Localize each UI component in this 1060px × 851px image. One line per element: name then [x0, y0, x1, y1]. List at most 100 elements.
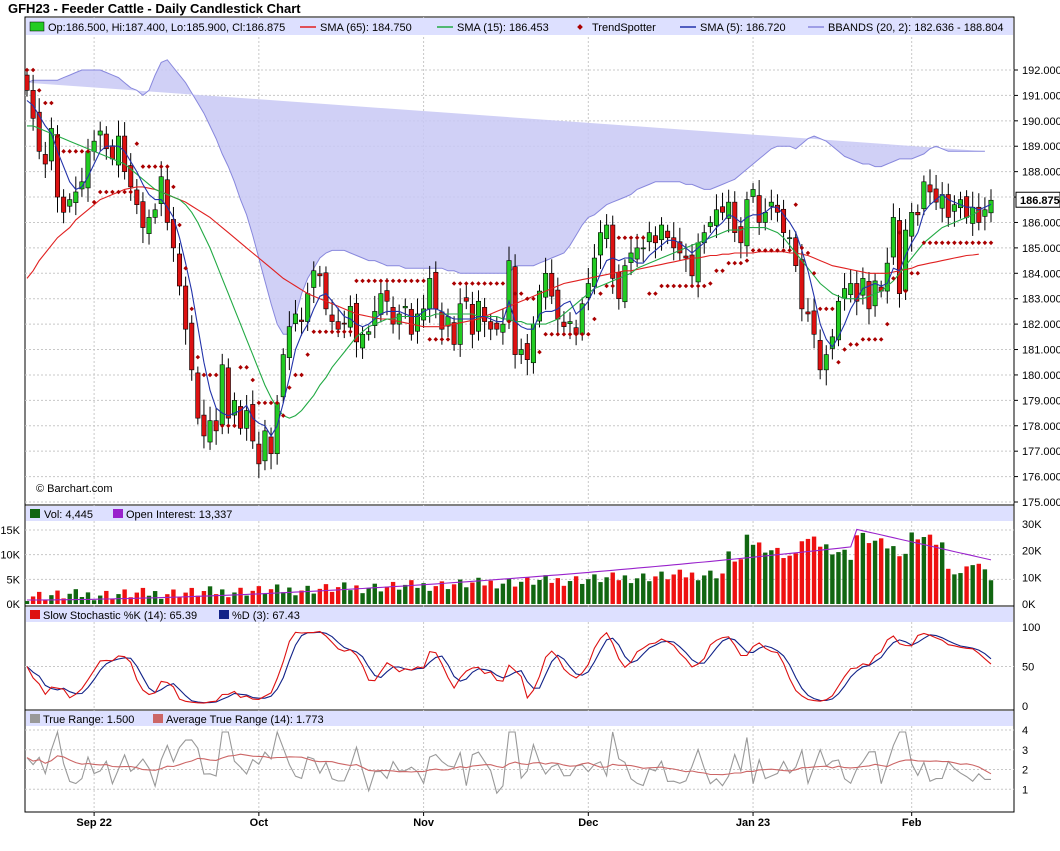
trendspotter-dot: [232, 423, 237, 429]
ytick-label: 175.000: [1022, 497, 1060, 509]
stoch-ytick: 0: [1022, 701, 1028, 713]
trendspotter-dot: [476, 281, 481, 286]
watermark: © Barchart.com: [36, 483, 113, 495]
ytick-label: 181.000: [1022, 345, 1060, 357]
candle: [622, 265, 628, 303]
volume-bar: [860, 532, 866, 604]
volume-bar: [305, 585, 310, 604]
candle: [524, 343, 530, 360]
stoch-ytick: 100: [1022, 622, 1040, 634]
vol-ytick-right: 30K: [1022, 519, 1042, 531]
volume-bar: [732, 561, 737, 604]
volume-bar: [903, 553, 908, 604]
candle: [518, 349, 524, 355]
trendspotter-dot: [500, 281, 506, 286]
candle: [555, 289, 561, 320]
trendspotter-dot: [561, 332, 567, 337]
sma65-line: [26, 186, 979, 328]
candle: [378, 293, 384, 315]
trendspotter-dot: [830, 306, 835, 312]
volume-bar: [872, 540, 878, 604]
trendspotter-dot: [366, 278, 371, 284]
chart-title: GFH23 - Feeder Cattle - Daily Candlestic…: [8, 1, 301, 16]
trendspotter-dot: [586, 332, 591, 337]
candle: [335, 321, 341, 330]
volume-bar: [817, 546, 823, 604]
candle: [67, 199, 73, 207]
trendspotter-dot: [647, 291, 652, 296]
trendspotter-dot: [567, 332, 573, 337]
trendspotter-dot: [506, 319, 512, 324]
candle: [366, 331, 372, 335]
volume-bar: [421, 583, 426, 604]
candle: [24, 74, 30, 91]
volume-panel: [24, 528, 1014, 604]
candle: [933, 188, 939, 203]
volume-bar: [647, 581, 652, 604]
volume-bar: [409, 580, 414, 604]
trendspotter-dot: [518, 291, 524, 296]
volume-bar: [482, 585, 487, 604]
candle: [726, 201, 732, 219]
candle: [244, 410, 250, 429]
axes: 175.000 176.000 177.000 178.000 179.000 180.0…: [0, 65, 1060, 829]
volume-bar: [622, 575, 628, 604]
volume-bar: [714, 578, 719, 604]
volume-bar: [85, 592, 91, 604]
volume-bar: [98, 595, 103, 604]
trendspotter-dot: [701, 283, 707, 289]
candle: [390, 307, 396, 325]
candle: [646, 232, 652, 243]
volume-bar: [628, 583, 634, 604]
volume-bar: [842, 549, 847, 604]
candle: [530, 323, 536, 364]
candle: [890, 217, 896, 258]
volume-bar: [256, 586, 262, 604]
candle: [598, 232, 604, 256]
volume-bar: [140, 587, 146, 604]
candle: [250, 404, 256, 442]
volume-bar: [146, 595, 152, 604]
candle: [567, 321, 573, 324]
trendspotter-dot: [43, 100, 48, 106]
volume-bar: [775, 547, 780, 604]
candle: [183, 285, 189, 330]
trendspotter-dot: [250, 377, 256, 383]
candle: [787, 237, 793, 240]
candle: [48, 128, 54, 162]
tr-ytick: 3: [1022, 745, 1028, 757]
volume-bar: [506, 578, 512, 604]
legend-bbands: BBANDS (20, 2): 182.636 - 188.804: [828, 22, 1004, 34]
tr-swatch: [30, 714, 40, 723]
volume-bar: [927, 534, 933, 604]
candle: [842, 288, 848, 299]
legend-stoch-k: Slow Stochastic %K (14): 65.39: [43, 610, 197, 622]
trendspotter-dot: [598, 291, 603, 296]
trendspotter-dot: [592, 316, 597, 322]
volume-bar: [555, 578, 561, 604]
volume-bar: [781, 558, 786, 604]
candle: [799, 259, 805, 310]
volume-bar: [378, 591, 384, 604]
volume-bar: [964, 566, 969, 604]
candle: [103, 133, 109, 150]
volume-bar: [848, 559, 853, 604]
volume-bar: [573, 576, 579, 604]
volume-bar: [55, 590, 60, 604]
trendspotter-dot: [811, 271, 817, 276]
trendspotter-dot: [256, 400, 262, 406]
trendspotter-dot: [342, 329, 347, 335]
ytick-label: 189.000: [1022, 141, 1060, 153]
candle: [768, 201, 774, 207]
candle: [976, 206, 982, 223]
candle: [671, 237, 677, 249]
open-interest-line: [27, 528, 992, 601]
volume-bar: [159, 598, 164, 604]
volume-bar: [464, 587, 469, 604]
candle: [109, 145, 115, 160]
candle: [256, 443, 262, 465]
last-price-box: [1015, 191, 1060, 208]
candle: [915, 212, 921, 216]
trendspotter-dot: [653, 291, 658, 296]
